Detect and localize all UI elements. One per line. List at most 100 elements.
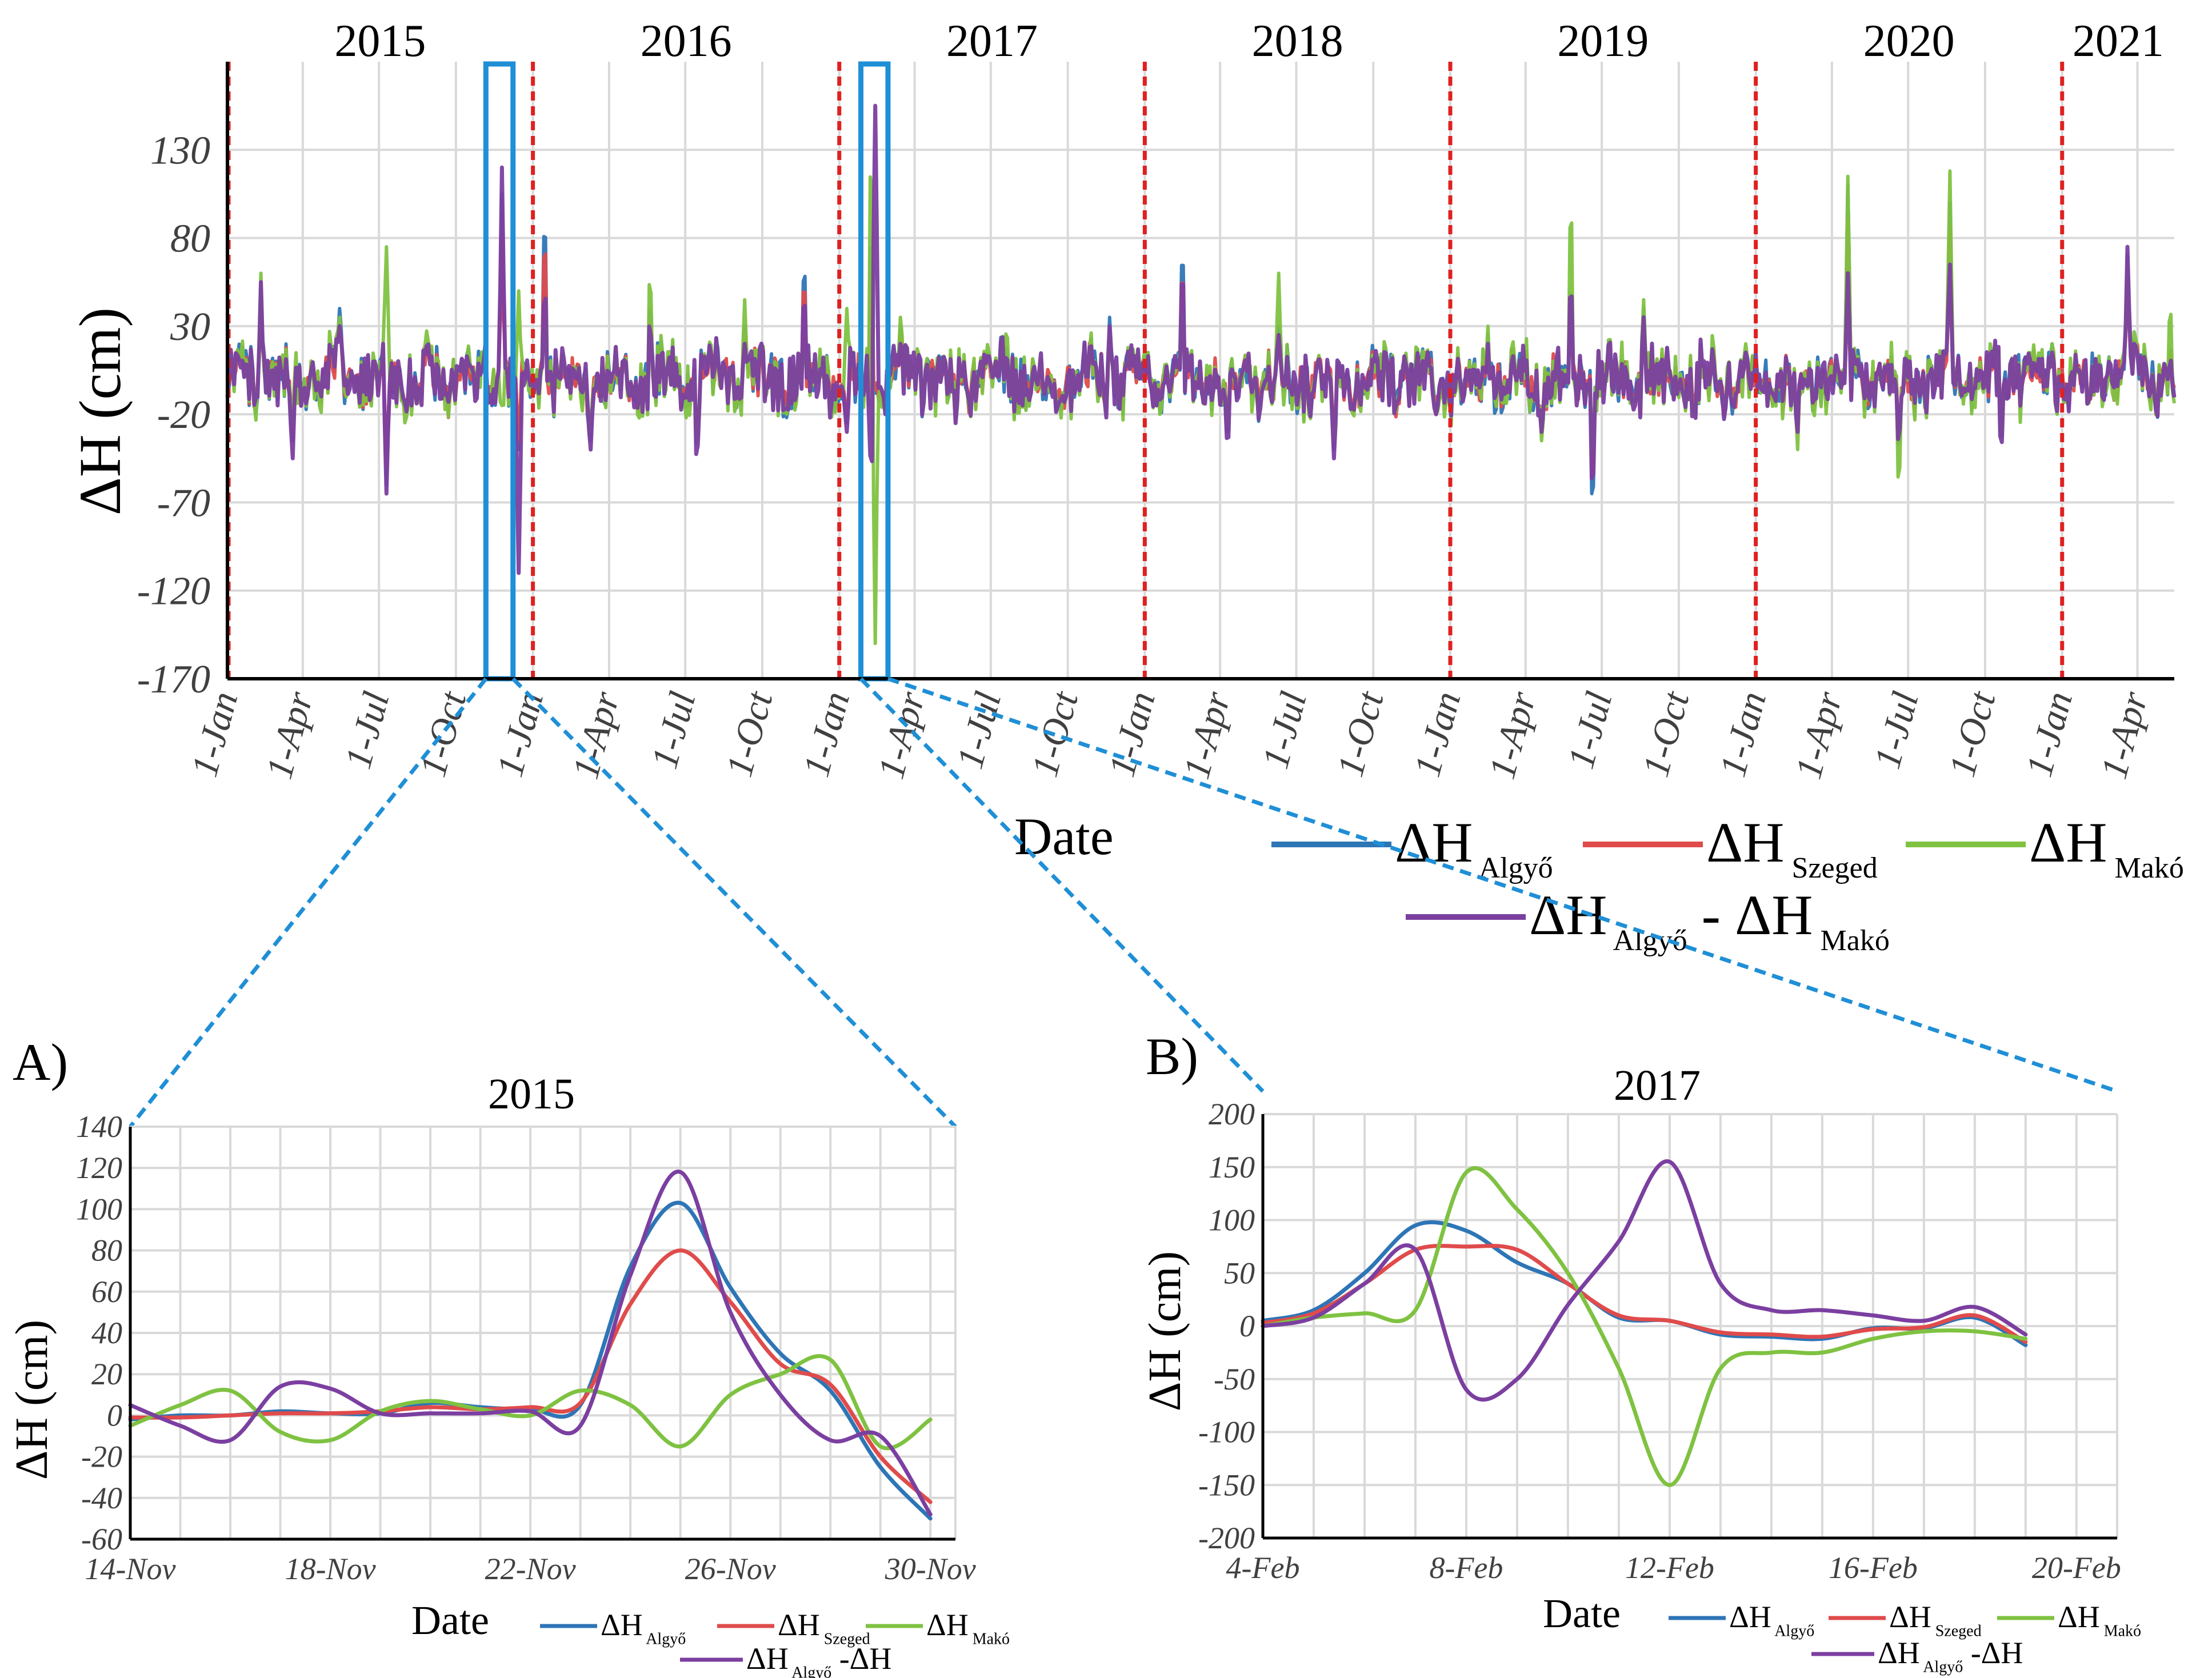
panel-b-axes bbox=[1261, 1114, 2117, 1540]
zoom-connectors bbox=[129, 676, 2118, 1128]
main-y-tick: 80 bbox=[170, 217, 210, 261]
main-x-tick-labels: 1-Jan 1-Apr 1-Jul 1-Oct 1-Jan 1-Apr 1-Jul 1-Oct… bbox=[183, 686, 2156, 783]
a-x-tick: 26-Nov bbox=[685, 1552, 776, 1586]
panel-b-y-axis-label: ΔH (cm) bbox=[1140, 1251, 1190, 1411]
panel-b-x-axis-label: Date bbox=[1543, 1591, 1621, 1636]
a-y-tick: 100 bbox=[76, 1192, 122, 1226]
panel-a-legend-label: ΔH Algyő bbox=[601, 1608, 686, 1648]
main-year-label: 2020 bbox=[1863, 16, 1955, 66]
b-x-tick: 4-Feb bbox=[1226, 1551, 1300, 1585]
main-series-line bbox=[225, 103, 2177, 575]
panel-b-chart: B) 2017 200 150 100 50 0 -50 -100 -150 -200 4-Fe… bbox=[1140, 1027, 2141, 1676]
b-series-line bbox=[1261, 1159, 2028, 1402]
a-series-line bbox=[128, 1248, 933, 1504]
main-x-tick: 1-Jan bbox=[1712, 687, 1774, 781]
main-year-label: 2021 bbox=[2073, 16, 2164, 66]
panel-b-legend-label: ΔH Szeged bbox=[1889, 1600, 1982, 1640]
a-y-tick: 80 bbox=[91, 1234, 122, 1268]
main-x-tick: 1-Apr bbox=[2093, 687, 2156, 783]
a-y-tick: -40 bbox=[81, 1481, 122, 1515]
a-series-line bbox=[128, 1354, 933, 1451]
main-y-tick-labels: 130 80 30 -20 -70 -120 -170 bbox=[137, 129, 210, 702]
a-y-tick: 20 bbox=[91, 1357, 122, 1391]
panel-a-legend-label: ΔH Algyő -ΔH bbox=[746, 1641, 891, 1678]
panel-b-legend-label: ΔH Algyő bbox=[1729, 1600, 1814, 1640]
main-x-tick: 1-Jan bbox=[1406, 687, 1469, 781]
main-legend-label: ΔH Algyő bbox=[1395, 811, 1553, 884]
main-x-tick: 1-Apr bbox=[870, 687, 933, 783]
main-legend-label: ΔH Makó bbox=[2029, 811, 2184, 884]
panel-b-title: 2017 bbox=[1614, 1062, 1701, 1110]
main-x-tick: 1-Oct bbox=[1941, 686, 2004, 781]
b-y-tick: -50 bbox=[1214, 1362, 1255, 1396]
zoom-connector-line bbox=[887, 676, 2118, 1094]
panel-b-legend-label: ΔH Makó bbox=[2058, 1600, 2141, 1640]
a-x-tick: 18-Nov bbox=[285, 1552, 376, 1586]
b-y-tick: 200 bbox=[1209, 1097, 1255, 1131]
panel-b-x-tick-labels: 4-Feb 8-Feb 12-Feb 16-Feb 20-Feb bbox=[1226, 1551, 2121, 1585]
b-y-tick: -100 bbox=[1198, 1415, 1255, 1449]
b-y-tick: 50 bbox=[1224, 1256, 1255, 1290]
zoom-connector-line bbox=[129, 677, 488, 1128]
main-y-tick: 130 bbox=[150, 129, 210, 173]
a-x-tick: 14-Nov bbox=[85, 1552, 176, 1586]
a-series-line bbox=[128, 1170, 933, 1517]
b-x-tick: 12-Feb bbox=[1625, 1551, 1714, 1585]
main-x-tick: 1-Jul bbox=[1560, 687, 1621, 773]
panel-a-gridlines bbox=[129, 1126, 957, 1540]
b-x-tick: 16-Feb bbox=[1829, 1551, 1918, 1585]
main-x-tick: 1-Jul bbox=[643, 687, 704, 773]
main-axes bbox=[226, 62, 2174, 680]
zoom-connector-line bbox=[511, 677, 957, 1128]
main-legend-label: ΔH Szeged bbox=[1706, 811, 1878, 884]
main-x-tick: 1-Oct bbox=[412, 686, 475, 781]
panel-b-label: B) bbox=[1146, 1027, 1198, 1086]
main-x-tick: 1-Jul bbox=[1254, 687, 1315, 773]
a-y-tick: -60 bbox=[81, 1522, 122, 1556]
panel-a-label: A) bbox=[13, 1033, 68, 1091]
main-year-labels: 2015 2016 2017 2018 2019 2020 2021 bbox=[334, 16, 2164, 66]
a-y-tick: 0 bbox=[107, 1398, 122, 1432]
b-y-tick: -200 bbox=[1198, 1521, 1255, 1555]
panel-a-series bbox=[128, 1170, 933, 1521]
a-y-tick: 60 bbox=[91, 1275, 122, 1309]
main-y-tick: -120 bbox=[137, 570, 210, 614]
main-x-tick: 1-Oct bbox=[718, 686, 781, 781]
main-x-tick: 1-Apr bbox=[258, 687, 321, 783]
main-x-tick: 1-Oct bbox=[1635, 686, 1698, 781]
main-x-tick: 1-Apr bbox=[1481, 687, 1544, 783]
main-x-tick: 1-Jul bbox=[337, 687, 398, 773]
zoom-connector-line bbox=[859, 677, 1265, 1093]
panel-b-legend: ΔH Algyő ΔH Szeged ΔH Makó ΔH Algyő -ΔH bbox=[1669, 1600, 2141, 1676]
a-y-tick: 120 bbox=[76, 1151, 122, 1185]
panel-b-series bbox=[1261, 1159, 2028, 1487]
main-x-tick: 1-Apr bbox=[565, 687, 627, 783]
main-x-tick: 1-Apr bbox=[1175, 687, 1238, 783]
panel-a-legend: ΔH Algyő ΔH Szeged ΔH Makó ΔH Algyő -ΔH bbox=[540, 1608, 1010, 1678]
main-x-tick: 1-Apr bbox=[1787, 687, 1850, 783]
main-year-label: 2016 bbox=[641, 16, 732, 66]
main-y-tick: -70 bbox=[157, 481, 210, 525]
main-x-tick: 1-Jul bbox=[1866, 687, 1927, 773]
main-y-tick: 30 bbox=[170, 305, 210, 349]
panel-a-y-tick-labels: 140 120 100 80 60 40 20 0 -20 -40 -60 bbox=[76, 1110, 122, 1556]
main-year-label: 2019 bbox=[1557, 16, 1649, 66]
b-y-tick: 100 bbox=[1209, 1203, 1255, 1238]
b-y-tick: 0 bbox=[1239, 1309, 1255, 1343]
main-y-tick: -20 bbox=[157, 393, 210, 437]
main-x-tick: 1-Jan bbox=[795, 687, 858, 781]
main-x-tick: 1-Jan bbox=[489, 687, 551, 781]
main-y-tick: -170 bbox=[137, 658, 210, 702]
b-y-tick: -150 bbox=[1198, 1468, 1255, 1502]
b-y-tick: 150 bbox=[1209, 1150, 1255, 1184]
main-legend: ΔH Algyő ΔH Szeged ΔH Makó ΔH Algyő - ΔH Ma… bbox=[1271, 811, 2184, 957]
a-x-tick: 30-Nov bbox=[885, 1552, 976, 1586]
panel-a-title: 2015 bbox=[488, 1070, 575, 1118]
main-year-label: 2017 bbox=[946, 16, 1038, 66]
b-x-tick: 20-Feb bbox=[2032, 1551, 2121, 1585]
panel-a-y-axis-label: ΔH (cm) bbox=[7, 1320, 57, 1480]
b-series-line bbox=[1261, 1244, 2028, 1344]
main-series bbox=[225, 103, 2177, 646]
